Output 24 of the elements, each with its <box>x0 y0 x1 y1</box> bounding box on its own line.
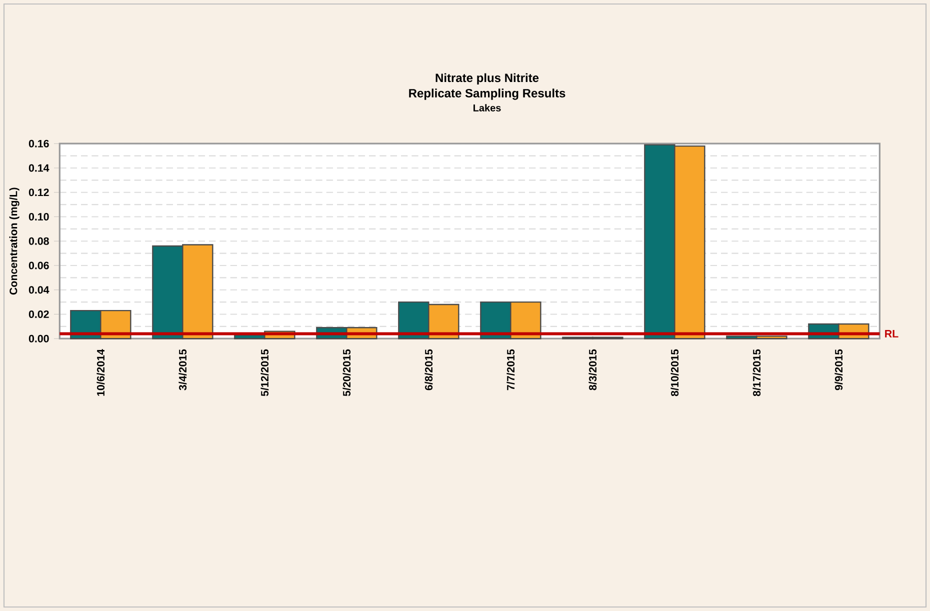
x-tick-label: 5/20/2015 <box>342 349 351 396</box>
y-tick-label: 0.04 <box>28 286 50 294</box>
y-tick-label: 0.16 <box>28 140 49 148</box>
x-tick-label: 6/8/2015 <box>424 349 433 390</box>
y-tick-label: 0.00 <box>28 334 49 342</box>
y-tick-label: 0.08 <box>28 237 49 245</box>
x-tick-label: 9/9/2015 <box>834 349 843 390</box>
y-tick-label: 0.02 <box>28 310 49 318</box>
y-tick-label: 0.14 <box>28 164 50 172</box>
ref-line-label: RL <box>885 330 898 338</box>
y-tick-label: 0.10 <box>28 212 49 221</box>
x-tick-label: 8/3/2015 <box>588 349 597 390</box>
y-axis-title: Concentration (mg/L) <box>9 188 20 295</box>
x-tick-label: 8/17/2015 <box>752 349 761 396</box>
chart-title: Nitrate plus Nitrite <box>436 73 539 84</box>
text: Lakes <box>474 104 501 112</box>
x-tick-label: 7/7/2015 <box>506 349 515 390</box>
x-tick-label: 5/12/2015 <box>260 349 269 396</box>
x-tick-label: 10/6/2014 <box>96 349 105 396</box>
chart-subtitle: Replicate Sampling Results <box>409 88 566 100</box>
x-tick-label: 8/10/2015 <box>670 349 679 396</box>
y-tick-label: 0.06 <box>28 262 49 270</box>
x-tick-label: 3/4/2015 <box>178 349 187 390</box>
y-tick-label: 0.12 <box>28 188 49 196</box>
